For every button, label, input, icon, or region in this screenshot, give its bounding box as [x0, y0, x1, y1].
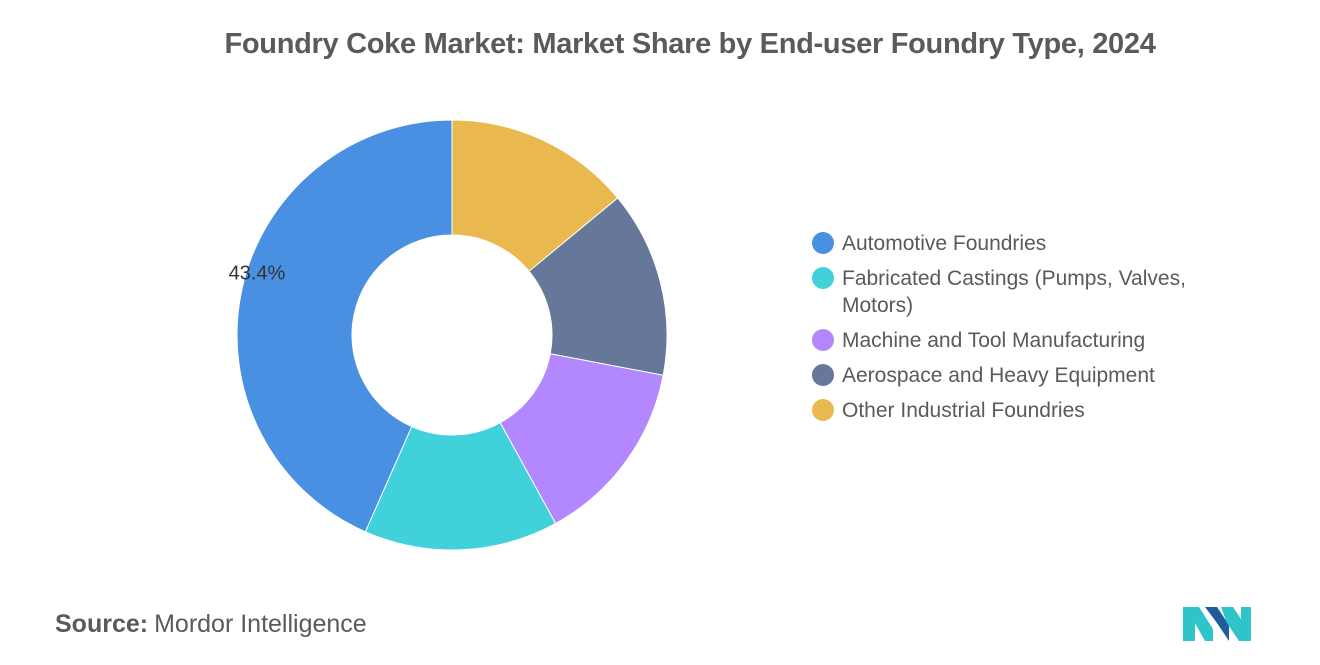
chart-title: Foundry Coke Market: Market Share by End… [224, 28, 1156, 60]
legend-item: Fabricated Castings (Pumps, Valves, Moto… [812, 265, 1232, 319]
legend-swatch-icon [812, 267, 834, 289]
mordor-logo-icon [1183, 607, 1251, 641]
slice-other-industrial-foundries [451, 119, 619, 272]
donut-chart: 43.4% [229, 119, 668, 551]
source-note: Source: Mordor Intelligence [55, 610, 367, 639]
legend-swatch-icon [812, 329, 834, 351]
slice-machine-and-tool-manufacturing [499, 353, 664, 525]
legend-item: Other Industrial Foundries [812, 397, 1232, 424]
data-label-0: 43.4% [229, 263, 286, 285]
legend-label: Machine and Tool Manufacturing [842, 329, 1146, 352]
logo-mid-shape [1205, 607, 1229, 641]
legend-label: Aerospace and Heavy Equipment [842, 364, 1155, 387]
legend-swatch-icon [812, 364, 834, 386]
legend-item: Automotive Foundries [812, 230, 1232, 257]
legend-swatch-icon [812, 232, 834, 254]
source-name: Mordor Intelligence [154, 610, 367, 638]
logo-left-shape [1183, 607, 1213, 641]
legend-label: Automotive Foundries [842, 232, 1047, 255]
legend-label: Other Industrial Foundries [842, 399, 1085, 422]
slice-aerospace-and-heavy-equipment [528, 197, 668, 376]
chart-legend: Automotive Foundries Fabricated Castings … [812, 230, 1232, 432]
legend-item: Aerospace and Heavy Equipment [812, 362, 1232, 389]
source-label: Source: [55, 610, 149, 638]
slice-automotive-foundries [236, 119, 453, 533]
slice-fabricated-castings-pumps-valves-motors [364, 421, 557, 551]
legend-swatch-icon [812, 399, 834, 421]
legend-label: Fabricated Castings (Pumps, Valves, Moto… [842, 267, 1186, 317]
logo-right-shape [1221, 607, 1251, 641]
legend-item: Machine and Tool Manufacturing [812, 327, 1232, 354]
